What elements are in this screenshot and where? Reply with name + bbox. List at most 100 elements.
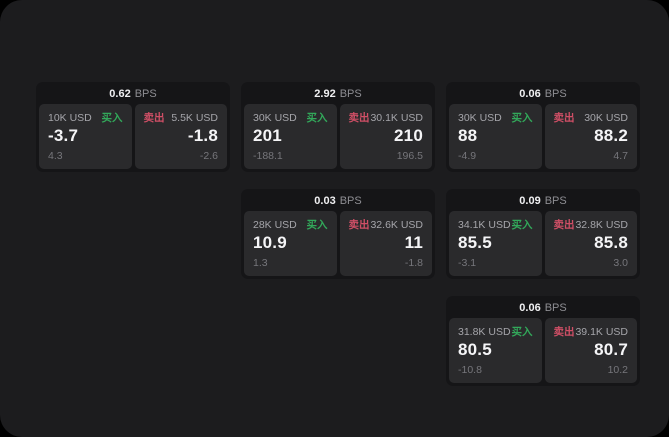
buy-price: 88 <box>458 126 478 145</box>
sell-amount: 5.5K USD <box>171 112 218 124</box>
buy-change: -10.8 <box>458 364 482 376</box>
sell-tile-header: 卖出 32.8K USD <box>554 219 629 231</box>
sell-change: -2.6 <box>199 150 218 162</box>
buy-price: 80.5 <box>458 340 492 359</box>
sell-price: 80.7 <box>594 340 628 359</box>
sell-price: 11 <box>404 233 423 252</box>
buy-side-label: 买入 <box>511 219 533 231</box>
card-header: 0.09 BPS <box>449 192 637 211</box>
bps-value: 0.62 <box>109 88 131 100</box>
buy-side-label: 买入 <box>511 326 533 338</box>
quote-tiles: 30K USD 买入 201 -188.1 卖出 30.1K USD 210 1… <box>244 104 432 169</box>
sell-change: 196.5 <box>396 150 423 162</box>
buy-tile-header: 10K USD 买入 <box>48 112 123 124</box>
sell-amount: 30.1K USD <box>370 112 423 124</box>
quote-card[interactable]: 2.92 BPS 30K USD 买入 201 -188.1 卖出 30.1K … <box>241 82 435 172</box>
buy-change: -4.9 <box>458 150 477 162</box>
sell-quote-tile[interactable]: 卖出 39.1K USD 80.7 10.2 <box>544 318 637 383</box>
buy-price: 85.5 <box>458 233 492 252</box>
buy-side-label: 买入 <box>101 112 123 124</box>
buy-tile-header: 30K USD 买入 <box>253 112 328 124</box>
sell-tile-header: 卖出 30K USD <box>554 112 629 124</box>
quote-card[interactable]: 0.09 BPS 34.1K USD 买入 85.5 -3.1 卖出 32.8K… <box>446 189 640 279</box>
bps-value: 0.06 <box>519 302 541 314</box>
buy-side-label: 买入 <box>306 112 328 124</box>
buy-change: -3.1 <box>458 257 477 269</box>
quote-tiles: 28K USD 买入 10.9 1.3 卖出 32.6K USD 11 -1.8 <box>244 211 432 276</box>
buy-tile-header: 28K USD 买入 <box>253 219 328 231</box>
bps-unit-label: BPS <box>339 195 362 207</box>
quote-tiles: 34.1K USD 买入 85.5 -3.1 卖出 32.8K USD 85.8… <box>449 211 637 276</box>
buy-quote-tile[interactable]: 30K USD 买入 201 -188.1 <box>244 104 337 169</box>
sell-quote-tile[interactable]: 卖出 32.8K USD 85.8 3.0 <box>544 211 637 276</box>
buy-quote-tile[interactable]: 10K USD 买入 -3.7 4.3 <box>39 104 132 169</box>
buy-tile-header: 30K USD 买入 <box>458 112 533 124</box>
buy-amount: 30K USD <box>458 112 502 124</box>
buy-tile-header: 34.1K USD 买入 <box>458 219 533 231</box>
buy-change: 1.3 <box>253 257 268 269</box>
bps-unit-label: BPS <box>339 88 362 100</box>
quote-card-grid: 0.62 BPS 10K USD 买入 -3.7 4.3 卖出 5.5K USD… <box>36 82 640 386</box>
buy-amount: 10K USD <box>48 112 92 124</box>
sell-tile-header: 卖出 39.1K USD <box>554 326 629 338</box>
buy-price: 10.9 <box>253 233 287 252</box>
buy-quote-tile[interactable]: 28K USD 买入 10.9 1.3 <box>244 211 337 276</box>
sell-tile-header: 卖出 30.1K USD <box>349 112 424 124</box>
card-header: 2.92 BPS <box>244 85 432 104</box>
sell-price: -1.8 <box>187 126 218 145</box>
sell-side-label: 卖出 <box>348 219 370 231</box>
quote-tiles: 31.8K USD 买入 80.5 -10.8 卖出 39.1K USD 80.… <box>449 318 637 383</box>
quote-tiles: 10K USD 买入 -3.7 4.3 卖出 5.5K USD -1.8 -2.… <box>39 104 227 169</box>
sell-tile-header: 卖出 5.5K USD <box>144 112 219 124</box>
quote-card[interactable]: 0.03 BPS 28K USD 买入 10.9 1.3 卖出 32.6K US… <box>241 189 435 279</box>
sell-side-label: 卖出 <box>143 112 165 124</box>
bps-value: 2.92 <box>314 88 336 100</box>
sell-side-label: 卖出 <box>348 112 370 124</box>
buy-amount: 31.8K USD <box>458 326 511 338</box>
sell-change: 4.7 <box>613 150 628 162</box>
sell-side-label: 卖出 <box>553 326 575 338</box>
sell-change: 3.0 <box>613 257 628 269</box>
sell-tile-header: 卖出 32.6K USD <box>349 219 424 231</box>
bps-unit-label: BPS <box>544 302 567 314</box>
sell-amount: 39.1K USD <box>575 326 628 338</box>
buy-price: -3.7 <box>48 126 79 145</box>
sell-quote-tile[interactable]: 卖出 5.5K USD -1.8 -2.6 <box>134 104 227 169</box>
buy-price: 201 <box>253 126 282 145</box>
sell-change: -1.8 <box>404 257 423 269</box>
buy-side-label: 买入 <box>306 219 328 231</box>
buy-amount: 34.1K USD <box>458 219 511 231</box>
quote-card[interactable]: 0.06 BPS 30K USD 买入 88 -4.9 卖出 30K USD 8… <box>446 82 640 172</box>
quote-card[interactable]: 0.06 BPS 31.8K USD 买入 80.5 -10.8 卖出 39.1… <box>446 296 640 386</box>
sell-side-label: 卖出 <box>553 219 575 231</box>
sell-side-label: 卖出 <box>553 112 575 124</box>
sell-change: 10.2 <box>607 364 628 376</box>
quote-card[interactable]: 0.62 BPS 10K USD 买入 -3.7 4.3 卖出 5.5K USD… <box>36 82 230 172</box>
buy-quote-tile[interactable]: 31.8K USD 买入 80.5 -10.8 <box>449 318 542 383</box>
sell-amount: 32.8K USD <box>575 219 628 231</box>
quote-tiles: 30K USD 买入 88 -4.9 卖出 30K USD 88.2 4.7 <box>449 104 637 169</box>
sell-amount: 32.6K USD <box>370 219 423 231</box>
card-header: 0.06 BPS <box>449 299 637 318</box>
buy-amount: 28K USD <box>253 219 297 231</box>
sell-amount: 30K USD <box>584 112 628 124</box>
bps-value: 0.09 <box>519 195 541 207</box>
buy-quote-tile[interactable]: 30K USD 买入 88 -4.9 <box>449 104 542 169</box>
bps-unit-label: BPS <box>544 88 567 100</box>
bps-value: 0.06 <box>519 88 541 100</box>
buy-change: 4.3 <box>48 150 63 162</box>
bps-unit-label: BPS <box>134 88 157 100</box>
bps-value: 0.03 <box>314 195 336 207</box>
bps-unit-label: BPS <box>544 195 567 207</box>
sell-quote-tile[interactable]: 卖出 30K USD 88.2 4.7 <box>544 104 637 169</box>
card-header: 0.06 BPS <box>449 85 637 104</box>
buy-tile-header: 31.8K USD 买入 <box>458 326 533 338</box>
buy-quote-tile[interactable]: 34.1K USD 买入 85.5 -3.1 <box>449 211 542 276</box>
card-header: 0.03 BPS <box>244 192 432 211</box>
sell-price: 210 <box>394 126 423 145</box>
sell-price: 85.8 <box>594 233 628 252</box>
sell-quote-tile[interactable]: 卖出 30.1K USD 210 196.5 <box>339 104 432 169</box>
buy-change: -188.1 <box>253 150 283 162</box>
sell-quote-tile[interactable]: 卖出 32.6K USD 11 -1.8 <box>339 211 432 276</box>
